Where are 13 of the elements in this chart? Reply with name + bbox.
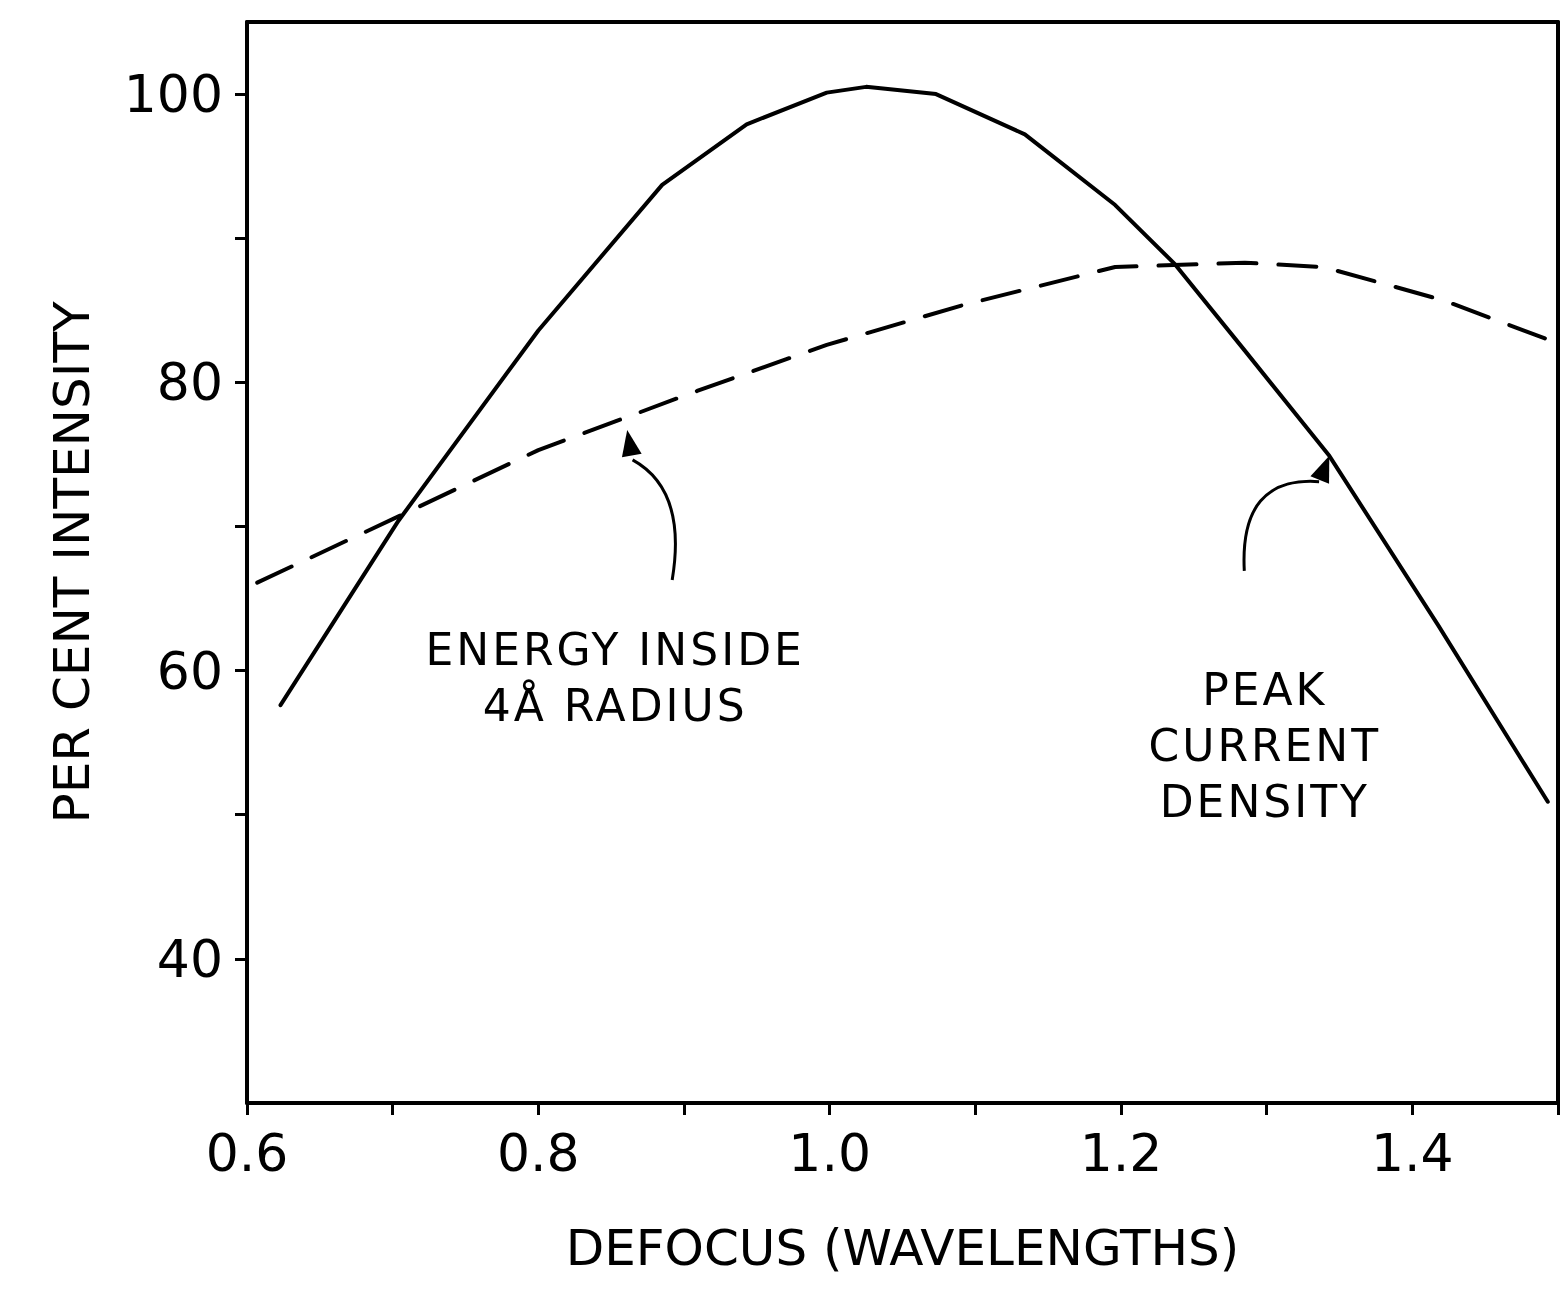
y-tick-label: 80 (156, 352, 223, 413)
x-tick-label: 1.4 (1370, 1123, 1454, 1183)
x-tick-label: 0.6 (205, 1123, 289, 1183)
y-tick-label: 40 (156, 928, 223, 989)
y-tick-label: 60 (156, 640, 223, 701)
x-tick-label: 0.8 (496, 1123, 580, 1183)
x-axis-title: DEFOCUS (WAVELENGTHS) (565, 1219, 1240, 1277)
x-tick-label: 1.2 (1079, 1123, 1163, 1183)
y-tick-label: 100 (123, 64, 223, 125)
annotation: PEAK CURRENT DENSITY (1148, 663, 1382, 829)
y-axis-title: PER CENT INTENSITY (43, 301, 101, 824)
x-tick-label: 1.0 (788, 1123, 872, 1183)
annotation: ENERGY INSIDE 4Å RADIUS (425, 623, 805, 733)
